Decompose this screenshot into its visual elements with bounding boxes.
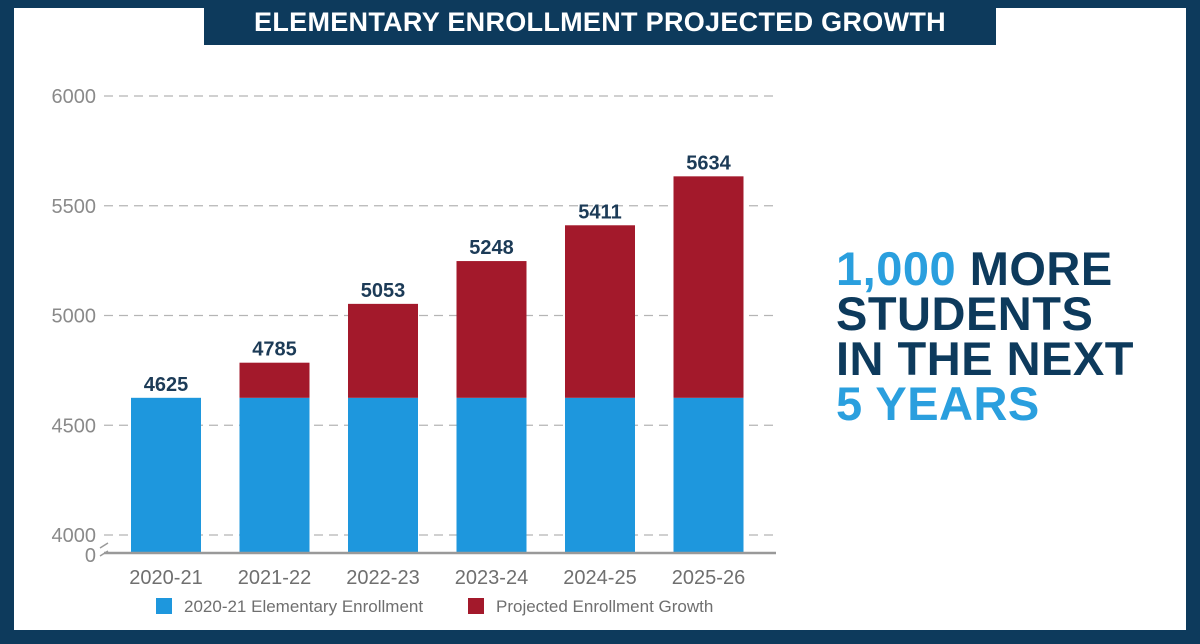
- x-tick-label: 2021-22: [238, 567, 311, 589]
- callout-line-3: IN THE NEXT: [836, 332, 1134, 385]
- y-tick-label: 5000: [52, 306, 97, 328]
- bar-base: [565, 397, 635, 553]
- bar-growth: [565, 225, 635, 398]
- callout-number: 1,000: [836, 242, 957, 295]
- bar-base: [348, 397, 418, 553]
- x-tick-label: 2024-25: [563, 567, 636, 589]
- bar-growth: [673, 176, 744, 398]
- x-tick-label: 2025-26: [672, 567, 745, 589]
- x-tick-label: 2022-23: [346, 567, 419, 589]
- callout-line-1: 1,000 MORE: [836, 245, 1176, 292]
- x-tick-label: 2020-21: [129, 567, 202, 589]
- y-tick-label: 4000: [52, 525, 97, 547]
- data-labels: 4625 4785 5053 5248 5411 5634: [144, 152, 732, 395]
- legend-swatch: [468, 598, 484, 614]
- y-tick-label-zero: 0: [85, 545, 96, 567]
- bar-growth: [456, 261, 527, 398]
- chart-title: ELEMENTARY ENROLLMENT PROJECTED GROWTH: [204, 0, 996, 45]
- bar-base: [456, 397, 527, 553]
- gridlines: [104, 95, 776, 536]
- legend-swatch: [156, 598, 172, 614]
- bar-base: [239, 397, 310, 553]
- bar-growth: [348, 303, 418, 398]
- legend-label: Projected Enrollment Growth: [496, 597, 713, 616]
- y-tick-label: 5500: [52, 196, 97, 218]
- y-tick-label: 6000: [52, 86, 97, 108]
- data-label: 4625: [144, 374, 189, 396]
- bar-growth: [239, 362, 310, 398]
- legend: 2020-21 Elementary Enrollment Projected E…: [156, 597, 713, 616]
- data-label: 5248: [469, 237, 514, 259]
- data-label: 5411: [578, 201, 621, 223]
- data-label: 5634: [686, 152, 731, 174]
- axis-break-icon: [99, 542, 109, 557]
- callout-line-2: STUDENTS: [836, 287, 1094, 340]
- bar-base: [673, 397, 744, 553]
- bars: [131, 176, 744, 553]
- legend-label: 2020-21 Elementary Enrollment: [184, 597, 423, 616]
- growth-callout: 1,000 MORE STUDENTS IN THE NEXT 5 YEARS: [836, 245, 1176, 430]
- x-axis-ticks: 2020-21 2021-22 2022-23 2023-24 2024-25 2025-…: [129, 567, 745, 589]
- x-tick-label: 2023-24: [455, 567, 528, 589]
- callout-more: MORE: [969, 242, 1113, 295]
- callout-line-4: 5 YEARS: [836, 377, 1040, 430]
- data-label: 5053: [361, 280, 406, 302]
- bar-base: [131, 397, 201, 553]
- data-label: 4785: [252, 339, 297, 361]
- y-tick-label: 4500: [52, 415, 97, 437]
